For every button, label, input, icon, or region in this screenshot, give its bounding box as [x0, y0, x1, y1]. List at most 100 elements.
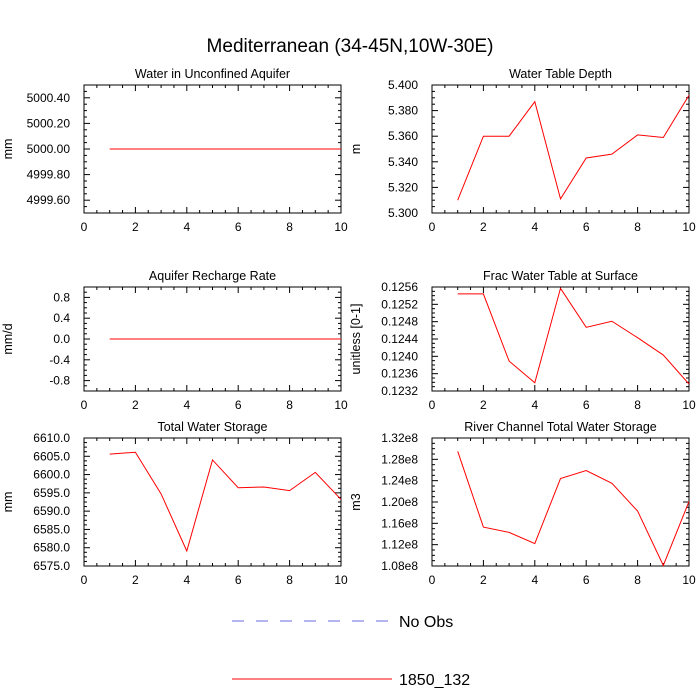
y-tick-label: 4999.80: [27, 168, 71, 182]
y-tick-label: 0.1252: [381, 297, 418, 311]
x-tick-label: 8: [634, 573, 641, 587]
y-axis-label: m3: [349, 493, 363, 510]
y-tick-label: 5.380: [388, 104, 418, 118]
chart-panel-3: Aquifer Recharge Rate mm/d 0 2 4 6 8 10 -0.8 -0.4…: [1, 269, 348, 412]
x-tick-label: 4: [183, 220, 190, 234]
x-tick-label: 6: [583, 398, 590, 412]
y-tick-label: 5.360: [388, 129, 418, 143]
x-tick-label: 6: [235, 573, 242, 587]
x-tick-label: 0: [429, 220, 436, 234]
panels: Water in Unconfined Aquifer mm 0 2 4 6 8 10 4999…: [1, 67, 696, 587]
y-tick-label: 5.320: [388, 180, 418, 194]
x-tick-label: 0: [81, 220, 88, 234]
chart-title: River Channel Total Water Storage: [464, 420, 657, 434]
y-tick-label: 0.1232: [381, 384, 418, 398]
x-tick-label: 8: [286, 220, 293, 234]
legend-label-no-obs: No Obs: [399, 614, 453, 631]
x-tick-label: 4: [183, 573, 190, 587]
x-tick-label: 10: [682, 398, 696, 412]
x-tick-label: 6: [235, 220, 242, 234]
chart-title: Frac Water Table at Surface: [483, 269, 638, 283]
chart-panel-2: Water Table Depth m 0 2 4 6 8 10 5.300 5.320 5.340…: [349, 67, 696, 234]
y-tick-label: 5000.40: [27, 91, 71, 105]
x-tick-label: 6: [583, 573, 590, 587]
x-tick-label: 2: [480, 573, 487, 587]
legend-label-1850-132: 1850_132: [399, 672, 470, 689]
plot-frame: [431, 84, 690, 214]
chart-panel-4: Frac Water Table at Surface unitless [0-1…: [349, 269, 696, 412]
y-tick-label: 5000.00: [27, 142, 71, 156]
x-tick-label: 4: [183, 398, 190, 412]
x-tick-label: 10: [682, 220, 696, 234]
plot-frame: [431, 286, 690, 392]
x-tick-label: 0: [429, 398, 436, 412]
x-tick-label: 0: [81, 573, 88, 587]
x-tick-label: 0: [81, 398, 88, 412]
y-tick-label: 5000.20: [27, 116, 71, 130]
x-tick-label: 6: [583, 220, 590, 234]
y-tick-label: 0.0: [53, 332, 70, 346]
x-tick-label: 4: [531, 573, 538, 587]
y-tick-label: 0.4: [53, 311, 70, 325]
y-tick-label: -0.8: [49, 374, 70, 388]
x-tick-label: 0: [429, 573, 436, 587]
x-tick-label: 10: [334, 398, 348, 412]
y-tick-label: 6610.0: [33, 431, 70, 445]
y-tick-label: -0.4: [49, 353, 70, 367]
y-tick-label: 5.400: [388, 78, 418, 92]
y-tick-label: 6580.0: [33, 541, 70, 555]
x-tick-label: 10: [682, 573, 696, 587]
y-tick-label: 0.1240: [381, 349, 418, 363]
y-tick-label: 6575.0: [33, 559, 70, 573]
figure-title: Mediterranean (34-45N,10W-30E): [207, 36, 494, 57]
x-tick-label: 2: [480, 220, 487, 234]
y-tick-label: 6600.0: [33, 468, 70, 482]
y-tick-label: 6585.0: [33, 522, 70, 536]
chart-panel-6: River Channel Total Water Storage m3 0 2 4 6 8…: [349, 420, 696, 587]
chart-title: Total Water Storage: [157, 420, 267, 434]
y-tick-label: 1.12e8: [381, 538, 418, 552]
x-tick-label: 10: [334, 573, 348, 587]
y-tick-label: 6605.0: [33, 449, 70, 463]
chart-panel-5: Total Water Storage mm 0 2 4 6 8 10 6575.0 6580.0…: [1, 420, 348, 587]
x-tick-label: 2: [132, 398, 139, 412]
y-tick-label: 1.08e8: [381, 559, 418, 573]
x-tick-label: 8: [634, 220, 641, 234]
y-tick-label: 0.1256: [381, 280, 418, 294]
x-tick-label: 10: [334, 220, 348, 234]
legend: No Obs 1850_132: [232, 614, 470, 689]
y-tick-label: 1.24e8: [381, 474, 418, 488]
x-tick-label: 4: [531, 398, 538, 412]
chart-title: Aquifer Recharge Rate: [149, 269, 276, 283]
y-tick-label: 6590.0: [33, 504, 70, 518]
y-tick-label: 5.340: [388, 155, 418, 169]
x-tick-label: 8: [286, 573, 293, 587]
x-tick-label: 8: [286, 398, 293, 412]
y-tick-label: 4999.60: [27, 193, 71, 207]
chart-title: Water Table Depth: [509, 67, 612, 81]
y-axis-label: mm: [1, 492, 15, 513]
x-tick-label: 4: [531, 220, 538, 234]
series-line-1850_132: [457, 94, 690, 201]
y-axis-label: mm: [1, 139, 15, 160]
y-tick-label: 1.32e8: [381, 431, 418, 445]
y-tick-label: 5.300: [388, 206, 418, 220]
chart-title: Water in Unconfined Aquifer: [135, 67, 290, 81]
y-tick-label: 0.1248: [381, 315, 418, 329]
y-tick-label: 0.1236: [381, 367, 418, 381]
x-tick-label: 2: [132, 220, 139, 234]
x-tick-label: 2: [480, 398, 487, 412]
x-tick-label: 8: [634, 398, 641, 412]
y-tick-label: 1.20e8: [381, 495, 418, 509]
x-tick-label: 6: [235, 398, 242, 412]
plot-frame: [83, 437, 342, 567]
y-tick-label: 0.8: [53, 290, 70, 304]
y-tick-label: 6595.0: [33, 486, 70, 500]
chart-panel-1: Water in Unconfined Aquifer mm 0 2 4 6 8 10 4999…: [1, 67, 348, 234]
y-axis-label: mm/d: [1, 323, 15, 354]
y-tick-label: 0.1244: [381, 332, 418, 346]
y-axis-label: unitless [0-1]: [349, 304, 363, 375]
x-tick-label: 2: [132, 573, 139, 587]
y-tick-label: 1.16e8: [381, 516, 418, 530]
